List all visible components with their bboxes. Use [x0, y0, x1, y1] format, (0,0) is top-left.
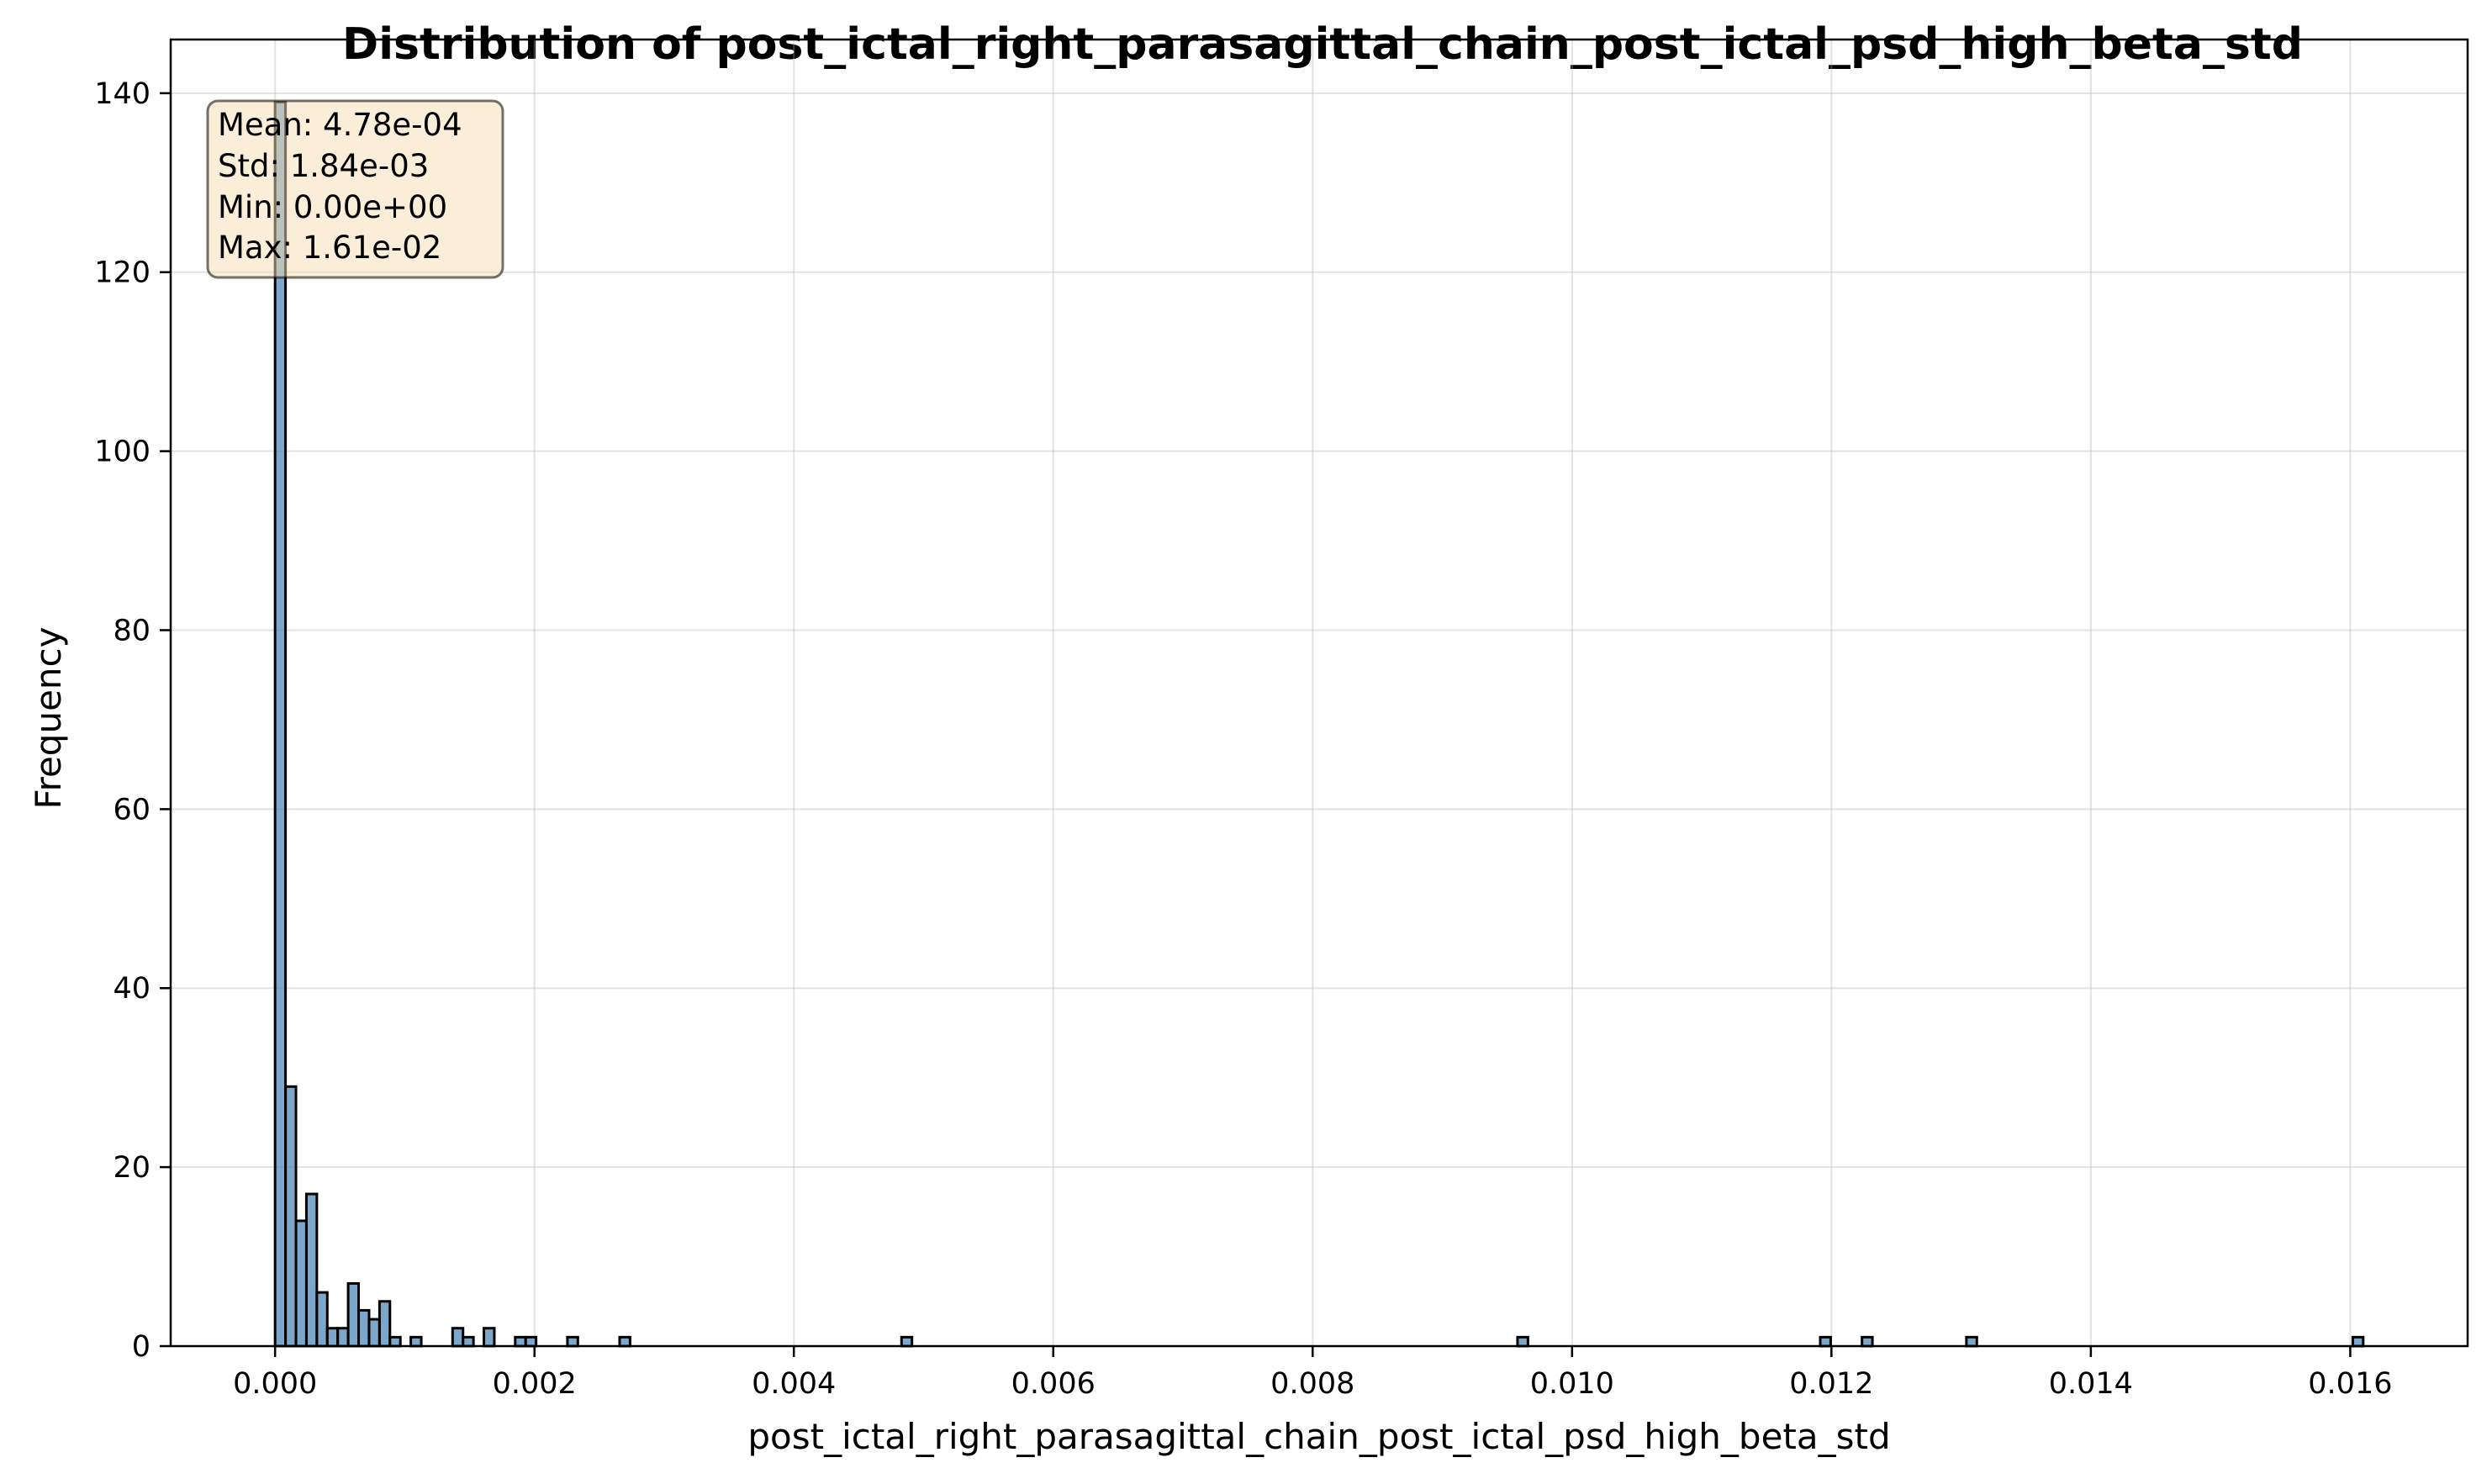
x-tick-label: 0.004 [752, 1367, 836, 1401]
axis-ticks: 0.000 0.002 0.004 0.006 0.008 0.010 0.012 0.014… [94, 77, 2392, 1401]
stats-box: Mean: 4.78e-04 Std: 1.84e-03 Min: 0.00e+… [206, 99, 504, 279]
histogram-bar [618, 1335, 631, 1348]
histogram-bar [566, 1335, 579, 1348]
y-tick-label: 140 [94, 77, 150, 111]
y-tick-label: 0 [132, 1330, 150, 1364]
y-tick-label: 80 [113, 614, 150, 647]
histogram-bar [524, 1335, 538, 1348]
histogram-bar [315, 1291, 329, 1348]
x-tick-label: 0.010 [1530, 1367, 1614, 1401]
histogram-bar [462, 1335, 475, 1348]
y-tick-label: 100 [94, 436, 150, 469]
histogram-bar [357, 1308, 371, 1348]
histogram-bar [304, 1192, 319, 1348]
stats-mean: Mean: 4.78e-04 [218, 107, 462, 143]
x-tick-label: 0.016 [2308, 1367, 2392, 1401]
x-tick-label: 0.000 [233, 1367, 317, 1401]
histogram-bar [388, 1335, 402, 1348]
y-tick-label: 120 [94, 256, 150, 290]
histogram-bar [483, 1327, 496, 1348]
x-tick-label: 0.008 [1270, 1367, 1354, 1401]
histogram-bar [377, 1300, 392, 1348]
histogram-bar [273, 101, 288, 1348]
chart-title: Distribution of post_ictal_right_parasag… [342, 19, 2303, 70]
plot-area-frame [169, 38, 2469, 1348]
histogram-bar [294, 1219, 308, 1348]
histogram-bar [1861, 1335, 1874, 1348]
x-tick-label: 0.012 [1789, 1367, 1873, 1401]
histogram-bar [336, 1327, 350, 1348]
y-tick-label: 60 [113, 793, 150, 826]
stats-min: Min: 0.00e+00 [218, 189, 447, 225]
histogram-bar [514, 1335, 527, 1348]
stats-box-background [206, 99, 504, 279]
y-axis-label: Frequency [28, 627, 69, 810]
x-axis-label: post_ictal_right_parasagittal_chain_post… [747, 1416, 1890, 1457]
histogram-bar [1819, 1335, 1832, 1348]
histogram-bar [325, 1327, 340, 1348]
stats-std: Std: 1.84e-03 [218, 148, 429, 184]
histogram-bar [367, 1318, 381, 1348]
histogram-bar [1516, 1335, 1529, 1348]
histogram-bar [284, 1085, 298, 1348]
histogram-bar [1965, 1335, 1978, 1348]
histogram-bar [409, 1335, 423, 1348]
histogram-bar [2351, 1335, 2365, 1348]
x-tick-label: 0.002 [493, 1367, 577, 1401]
histogram-bar [346, 1281, 361, 1348]
histogram-bar [451, 1327, 465, 1348]
y-tick-label: 20 [113, 1151, 150, 1185]
y-tick-label: 40 [113, 972, 150, 1006]
histogram-bar [900, 1335, 914, 1348]
x-tick-label: 0.006 [1011, 1367, 1096, 1401]
stats-max: Max: 1.61e-02 [218, 230, 441, 266]
x-tick-label: 0.014 [2049, 1367, 2133, 1401]
